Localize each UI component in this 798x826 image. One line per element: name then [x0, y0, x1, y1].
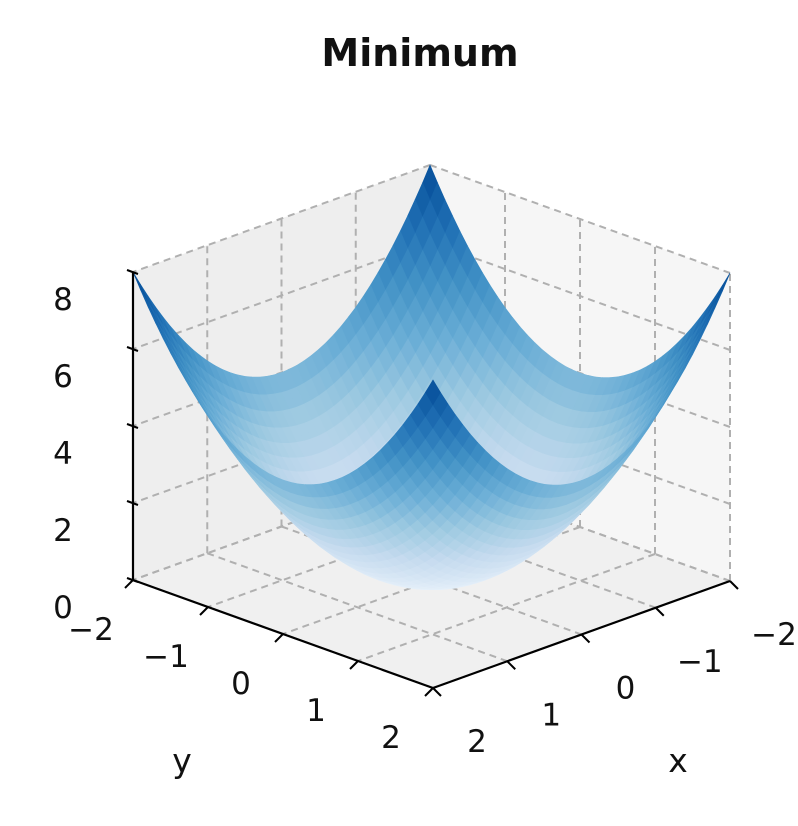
y-tick-label: 1 [306, 693, 326, 729]
y-tick [424, 687, 434, 697]
y-tick-label: −1 [143, 639, 189, 675]
x-tick-label: −2 [751, 617, 797, 653]
x-tick [729, 580, 739, 590]
surface-mesh [132, 164, 731, 591]
grid-line [429, 164, 731, 274]
grid-line [357, 553, 656, 662]
z-tick [126, 423, 139, 429]
z-tick-label: 8 [53, 282, 73, 318]
x-tick [655, 607, 665, 617]
tick-labels: 0 2 4 6 8 −2 −1 0 1 2 −2 −1 0 1 2 [53, 282, 797, 760]
y-tick [349, 660, 359, 670]
tick-marks [124, 269, 739, 697]
y-tick-label: 2 [381, 720, 401, 756]
x-tick [506, 660, 516, 670]
z-tick [126, 346, 139, 352]
x-tick-label: 0 [616, 671, 636, 707]
z-tick-label: 2 [53, 513, 73, 549]
z-tick [126, 500, 139, 506]
y-tick [124, 579, 134, 589]
y-tick [274, 633, 284, 643]
z-tick-label: 6 [53, 359, 73, 395]
x-tick [432, 687, 442, 697]
x-tick-label: 1 [541, 697, 561, 733]
z-tick-label: 4 [53, 436, 73, 472]
y-axis-label: y [172, 741, 192, 780]
y-tick-label: −2 [68, 612, 114, 648]
grid-line [132, 241, 431, 350]
x-tick-label: −1 [677, 644, 723, 680]
z-tick [126, 269, 139, 275]
grid-line [429, 241, 731, 351]
chart-title: Minimum [321, 31, 518, 75]
z-tick-label: 0 [53, 590, 73, 626]
y-tick [199, 606, 209, 616]
x-tick-label: 2 [467, 724, 487, 760]
surface-patch [425, 379, 441, 406]
y-tick-label: 0 [231, 666, 251, 702]
x-tick [580, 633, 591, 644]
grid-line [132, 164, 431, 273]
x-axis-label: x [668, 741, 688, 780]
grid-line [206, 552, 508, 663]
